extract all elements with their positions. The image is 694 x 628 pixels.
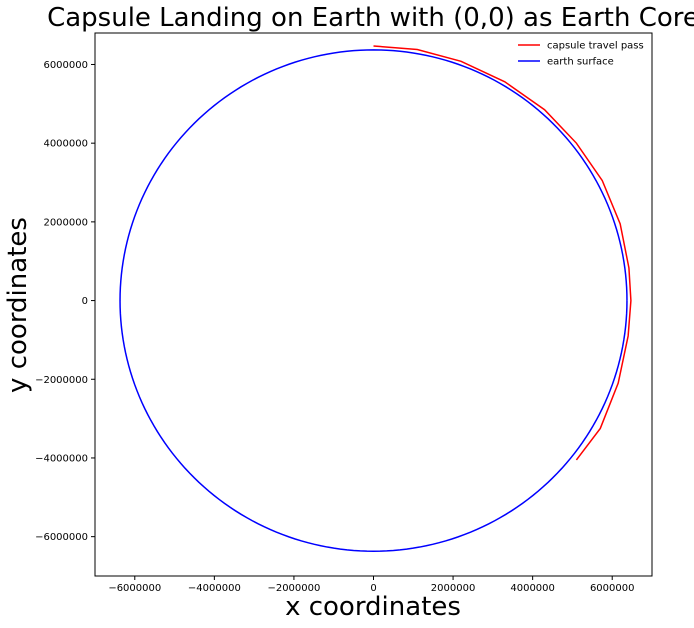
x-axis-label: x coordinates (285, 592, 461, 622)
x-axis: −6000000 −4000000 −2000000 0 2000000 4000000 6… (108, 576, 634, 594)
chart-title: Capsule Landing on Earth with (0,0) as E… (47, 3, 694, 33)
legend-label: earth surface (547, 57, 614, 68)
x-tick-label: −6000000 (108, 583, 161, 594)
legend-label: capsule travel pass (547, 41, 644, 52)
x-tick-label: 4000000 (510, 583, 555, 594)
plot-frame (94, 32, 653, 577)
y-tick-label: 0 (82, 296, 88, 307)
x-tick-label: −4000000 (188, 583, 241, 594)
y-tick-label: 6000000 (43, 60, 88, 71)
legend: capsule travel pass earth surface (518, 41, 644, 68)
x-tick-label: 0 (370, 583, 376, 594)
y-axis: 6000000 4000000 2000000 0 −2000000 −4000000 −6… (35, 60, 95, 543)
y-tick-label: −4000000 (35, 453, 88, 464)
series-line-0 (373, 45, 632, 461)
series-line-1 (119, 49, 628, 553)
y-tick-label: 2000000 (43, 217, 88, 228)
y-tick-label: −6000000 (35, 532, 88, 543)
y-tick-label: 4000000 (43, 139, 88, 150)
y-axis-label: y coordinates (3, 217, 33, 393)
series-layer (119, 45, 632, 553)
x-tick-label: −2000000 (267, 583, 320, 594)
x-tick-label: 2000000 (431, 583, 476, 594)
y-tick-label: −2000000 (35, 375, 88, 386)
x-tick-label: 6000000 (590, 583, 635, 594)
